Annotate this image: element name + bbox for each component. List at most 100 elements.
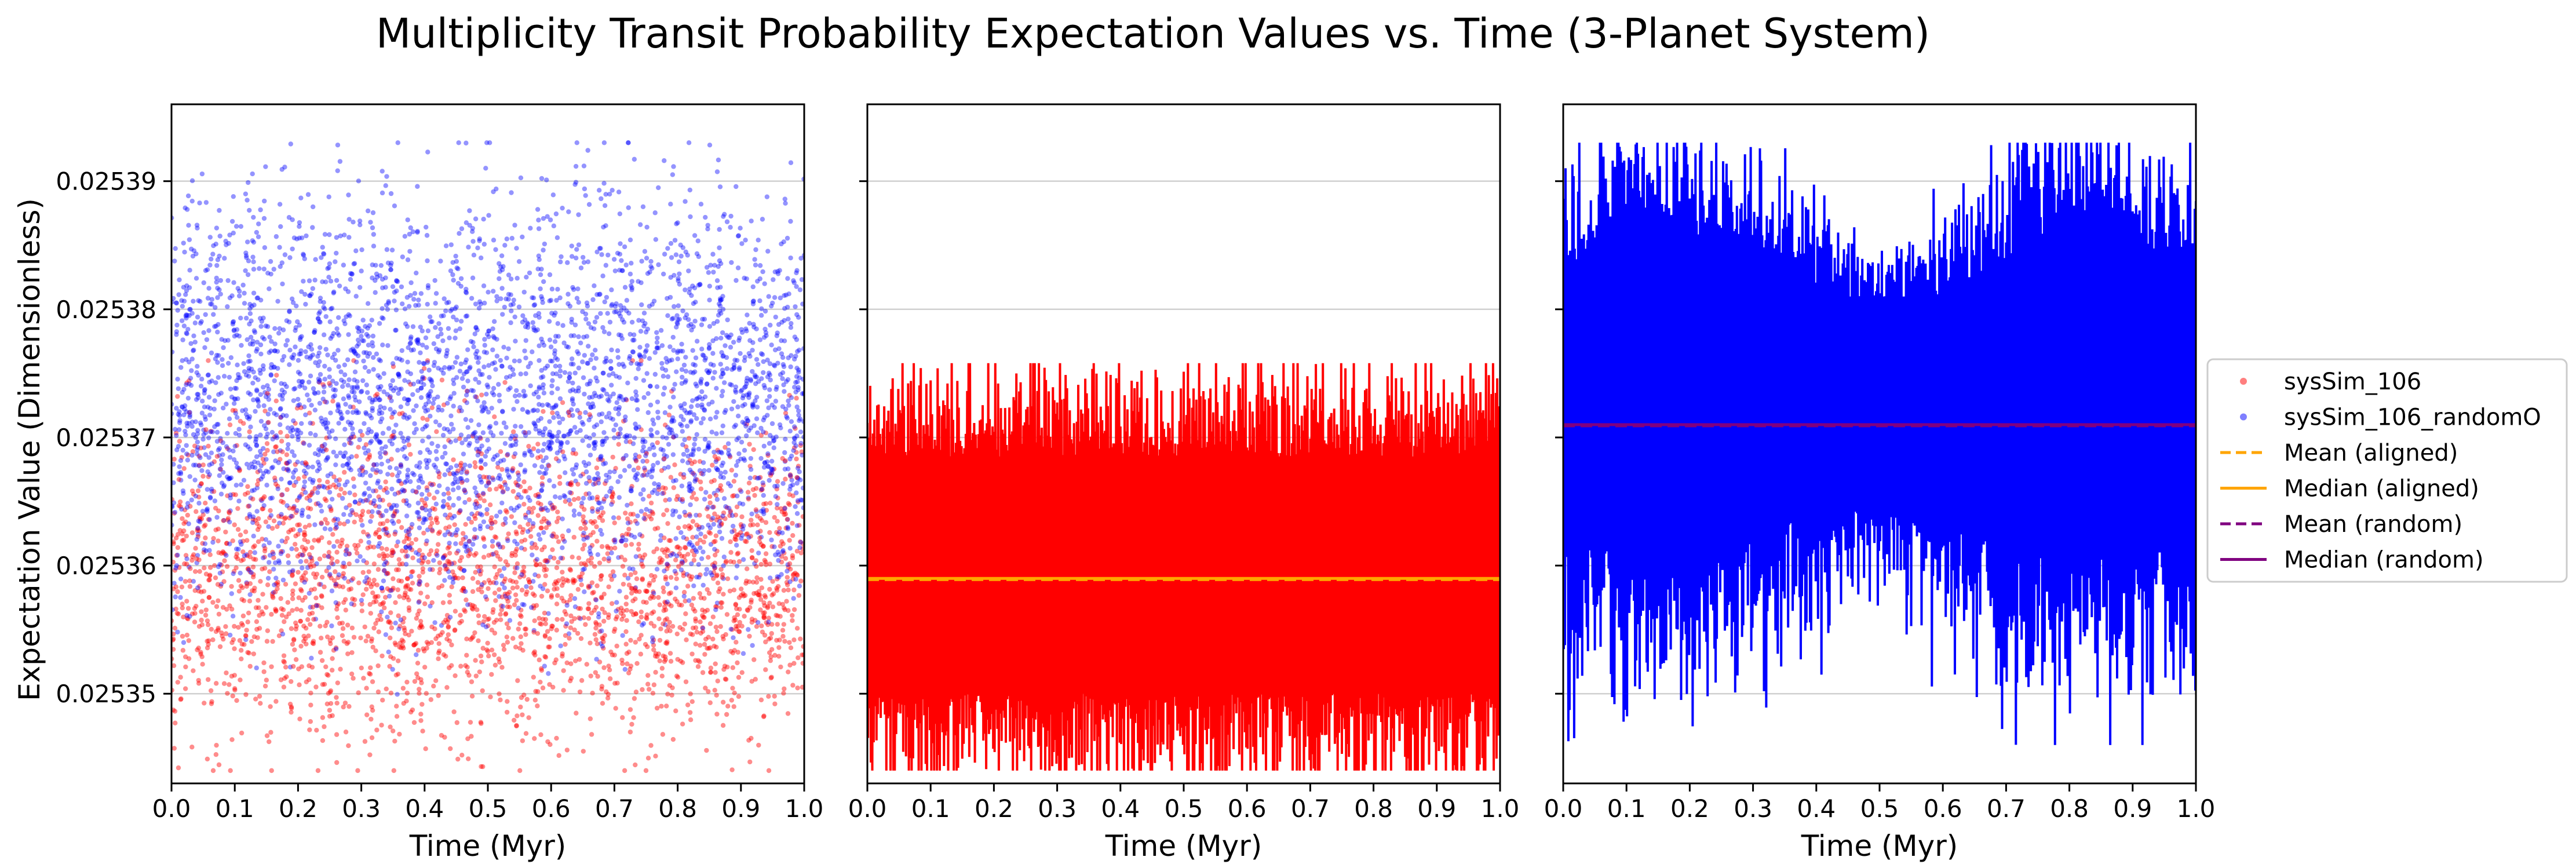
scatter-point-random	[688, 502, 693, 508]
scatter-point-aligned	[304, 495, 309, 501]
scatter-point-aligned	[420, 566, 426, 571]
scatter-point-aligned	[661, 589, 666, 595]
scatter-point-aligned	[290, 588, 295, 593]
scatter-point-aligned	[361, 676, 366, 681]
scatter-point-aligned	[784, 599, 789, 604]
scatter-point-aligned	[285, 600, 290, 605]
scatter-point-random	[729, 382, 734, 388]
scatter-point-random	[409, 521, 415, 527]
scatter-point-aligned	[452, 628, 458, 633]
scatter-point-aligned	[585, 606, 591, 611]
scatter-point-random	[352, 389, 357, 395]
scatter-point-random	[185, 327, 191, 332]
scatter-point-random	[276, 330, 282, 336]
scatter-point-random	[207, 262, 213, 268]
scatter-point-aligned	[347, 502, 352, 508]
scatter-point-aligned	[241, 598, 247, 603]
scatter-point-aligned	[515, 585, 520, 590]
scatter-point-aligned	[759, 623, 764, 629]
scatter-point-aligned	[271, 555, 276, 560]
scatter-point-aligned	[730, 650, 736, 656]
scatter-point-random	[776, 574, 782, 580]
scatter-point-aligned	[472, 630, 477, 636]
scatter-point-aligned	[260, 506, 266, 512]
scatter-point-random	[187, 414, 192, 420]
scatter-point-aligned	[372, 595, 378, 600]
scatter-point-random	[295, 459, 300, 465]
scatter-point-aligned	[269, 612, 274, 617]
scatter-point-random	[230, 319, 236, 325]
scatter-point-aligned	[613, 706, 618, 711]
scatter-point-random	[596, 188, 602, 193]
scatter-point-aligned	[401, 701, 406, 706]
scatter-point-random	[800, 498, 804, 503]
scatter-point-aligned	[498, 697, 503, 703]
scatter-point-aligned	[657, 658, 662, 663]
scatter-point-aligned	[687, 526, 692, 531]
scatter-point-random	[692, 233, 698, 238]
scatter-point-aligned	[304, 641, 309, 647]
scatter-point-random	[469, 296, 475, 301]
scatter-point-aligned	[723, 632, 728, 637]
scatter-point-aligned	[783, 410, 789, 416]
scatter-point-aligned	[532, 698, 538, 703]
scatter-point-aligned	[692, 608, 698, 614]
y-axis-label: Expectation Value (Dimensionless)	[13, 198, 46, 701]
scatter-point-random	[408, 293, 413, 298]
scatter-point-aligned	[762, 557, 767, 563]
scatter-point-random	[672, 568, 678, 574]
scatter-point-aligned	[542, 544, 547, 550]
scatter-point-aligned	[673, 571, 679, 577]
scatter-point-aligned	[561, 579, 566, 585]
scatter-point-random	[236, 293, 242, 298]
scatter-point-aligned	[419, 505, 425, 511]
scatter-point-random	[655, 409, 661, 415]
scatter-point-aligned	[796, 655, 801, 661]
scatter-point-random	[342, 372, 348, 377]
scatter-point-aligned	[475, 564, 480, 570]
scatter-point-random	[481, 242, 487, 247]
scatter-point-random	[618, 241, 623, 246]
scatter-point-aligned	[681, 590, 687, 595]
scatter-point-random	[384, 508, 389, 513]
scatter-point-aligned	[213, 629, 219, 634]
scatter-point-aligned	[782, 550, 787, 556]
scatter-point-aligned	[590, 530, 596, 535]
scatter-point-aligned	[612, 520, 617, 526]
scatter-point-aligned	[626, 582, 632, 588]
scatter-point-aligned	[661, 608, 666, 613]
scatter-point-aligned	[236, 625, 241, 630]
scatter-point-aligned	[753, 558, 759, 563]
scatter-point-random	[425, 407, 430, 413]
scatter-point-aligned	[311, 571, 316, 577]
scatter-point-random	[540, 374, 546, 380]
scatter-point-aligned	[352, 492, 357, 498]
scatter-point-aligned	[417, 548, 422, 553]
scatter-point-aligned	[184, 561, 189, 567]
scatter-point-random	[252, 330, 258, 335]
scatter-point-aligned	[549, 502, 554, 508]
scatter-point-aligned	[458, 462, 463, 468]
scatter-point-aligned	[422, 665, 428, 670]
scatter-point-aligned	[583, 526, 588, 531]
scatter-point-random	[316, 447, 322, 453]
scatter-point-aligned	[563, 499, 568, 504]
scatter-point-aligned	[780, 634, 786, 639]
scatter-point-aligned	[667, 628, 673, 633]
scatter-point-aligned	[629, 501, 634, 506]
scatter-point-aligned	[307, 562, 313, 567]
scatter-point-random	[704, 567, 710, 572]
scatter-point-aligned	[780, 456, 785, 461]
scatter-point-random	[297, 220, 302, 225]
scatter-point-random	[261, 503, 267, 508]
scatter-point-random	[528, 383, 533, 388]
scatter-point-aligned	[790, 520, 795, 526]
scatter-point-random	[185, 395, 191, 401]
scatter-point-random	[475, 453, 480, 458]
scatter-point-aligned	[656, 595, 661, 600]
scatter-point-aligned	[606, 612, 611, 618]
scatter-point-aligned	[406, 605, 412, 611]
scatter-point-aligned	[627, 520, 633, 525]
scatter-point-aligned	[469, 694, 475, 699]
scatter-point-aligned	[368, 716, 374, 722]
